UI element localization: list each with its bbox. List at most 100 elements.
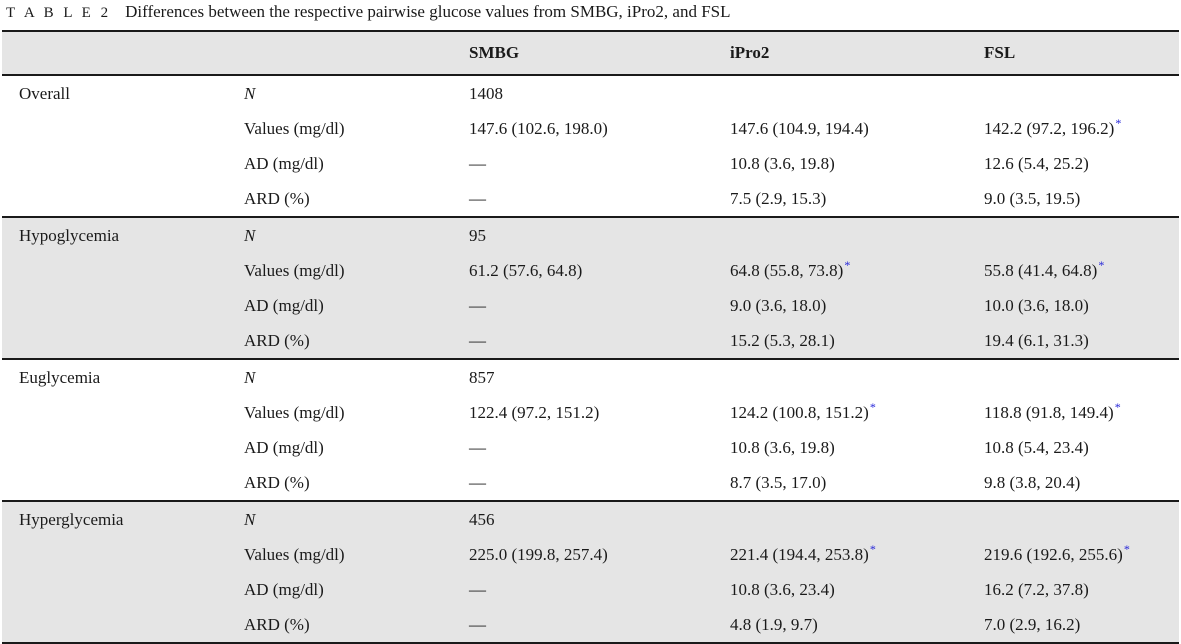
ipro2-value: 64.8 (55.8, 73.8): [730, 260, 844, 280]
metric-cell: Values (mg/dl): [227, 537, 452, 572]
table-row: AD (mg/dl) — 10.8 (3.6, 23.4) 16.2 (7.2, 37…: [2, 572, 1179, 607]
metric-cell: AD (mg/dl): [244, 153, 324, 173]
smbg-cell: —: [469, 153, 486, 173]
table-group: Hypoglycemia N 95 Values (mg/dl) 61.2 (57.6,…: [2, 217, 1179, 359]
ipro2-value: 10.8 (3.6, 19.8): [730, 437, 835, 457]
fsl-cell: [967, 359, 1179, 395]
fsl-cell: 7.0 (2.9, 16.2): [967, 607, 1179, 642]
significance-marker: *: [1114, 399, 1121, 414]
header-cell-smbg: SMBG: [452, 32, 713, 75]
group-name-cell: [2, 288, 227, 323]
table-row: AD (mg/dl) — 10.8 (3.6, 19.8) 10.8 (5.4, 23…: [2, 430, 1179, 465]
significance-marker: *: [869, 541, 876, 556]
metric-cell: Values (mg/dl): [244, 402, 345, 422]
metric-cell: N: [227, 217, 452, 253]
glucose-differences-table: SMBG iPro2 FSL Overall N 1408 Values (mg/dl…: [2, 32, 1179, 642]
fsl-cell: 9.8 (3.8, 20.4): [967, 465, 1179, 501]
metric-cell: N: [244, 83, 256, 103]
ipro2-value: 15.2 (5.3, 28.1): [730, 330, 835, 350]
table-row: AD (mg/dl) — 9.0 (3.6, 18.0) 10.0 (3.6, 18.…: [2, 288, 1179, 323]
table-row: Hypoglycemia N 95: [2, 217, 1179, 253]
table-row: ARD (%) — 15.2 (5.3, 28.1) 19.4 (6.1, 31.3): [2, 323, 1179, 359]
table-caption: T A B L E 2 Differences between the respe…: [0, 0, 1181, 30]
ipro2-cell: 9.0 (3.6, 18.0): [713, 288, 967, 323]
group-name-cell: [2, 323, 227, 359]
ipro2-cell: 7.5 (2.9, 15.3): [713, 181, 967, 217]
group-name-cell: Hyperglycemia: [2, 501, 227, 537]
group-name-cell: [2, 253, 227, 288]
table-group: Euglycemia N 857 Values (mg/dl) 122.4 (97.2,…: [2, 359, 1179, 501]
metric-cell: AD (mg/dl): [244, 437, 324, 457]
metric-cell: N: [244, 367, 256, 387]
ipro2-cell: 10.8 (3.6, 23.4): [713, 572, 967, 607]
table-header: SMBG iPro2 FSL: [2, 32, 1179, 75]
significance-marker: *: [1123, 541, 1130, 556]
header-row: SMBG iPro2 FSL: [2, 32, 1179, 75]
fsl-value: 219.6 (192.6, 255.6): [984, 544, 1123, 564]
smbg-cell: 225.0 (199.8, 257.4): [452, 537, 713, 572]
table-row: ARD (%) — 8.7 (3.5, 17.0) 9.8 (3.8, 20.4): [2, 465, 1179, 501]
table-row: Values (mg/dl) 122.4 (97.2, 151.2) 124.2 (…: [2, 395, 1179, 430]
metric-cell: ARD (%): [227, 323, 452, 359]
fsl-value: 10.8 (5.4, 23.4): [984, 437, 1089, 457]
ipro2-value: 8.7 (3.5, 17.0): [730, 472, 827, 492]
metric-cell: Values (mg/dl): [227, 253, 452, 288]
fsl-cell: 16.2 (7.2, 37.8): [967, 572, 1179, 607]
ipro2-cell: 8.7 (3.5, 17.0): [713, 465, 967, 501]
smbg-cell: —: [469, 188, 486, 208]
significance-marker: *: [1115, 115, 1122, 130]
fsl-cell: [967, 75, 1179, 111]
fsl-value: 55.8 (41.4, 64.8): [984, 260, 1098, 280]
header-cell-ipro2: iPro2: [713, 32, 967, 75]
metric-cell: Values (mg/dl): [244, 118, 345, 138]
fsl-value: 10.0 (3.6, 18.0): [984, 295, 1089, 315]
ipro2-cell: [713, 217, 967, 253]
table-row: AD (mg/dl) — 10.8 (3.6, 19.8) 12.6 (5.4, 25…: [2, 146, 1179, 181]
ipro2-cell: 15.2 (5.3, 28.1): [713, 323, 967, 359]
group-name-cell: [2, 395, 227, 430]
fsl-cell: [967, 217, 1179, 253]
fsl-cell: 55.8 (41.4, 64.8)*: [967, 253, 1179, 288]
group-name-cell: [2, 430, 227, 465]
fsl-value: 9.8 (3.8, 20.4): [984, 472, 1081, 492]
smbg-cell: —: [452, 572, 713, 607]
ipro2-cell: 64.8 (55.8, 73.8)*: [713, 253, 967, 288]
ipro2-cell: 10.8 (3.6, 19.8): [713, 430, 967, 465]
group-name-cell: [2, 465, 227, 501]
smbg-cell: 147.6 (102.6, 198.0): [469, 118, 608, 138]
ipro2-cell: 147.6 (104.9, 194.4): [713, 111, 967, 146]
metric-cell: ARD (%): [244, 188, 310, 208]
smbg-cell: 1408: [469, 83, 503, 103]
fsl-value: 16.2 (7.2, 37.8): [984, 579, 1089, 599]
fsl-value: 12.6 (5.4, 25.2): [984, 153, 1089, 173]
table-row: Overall N 1408: [2, 75, 1179, 111]
significance-marker: *: [1098, 257, 1105, 272]
ipro2-value: 147.6 (104.9, 194.4): [730, 118, 869, 138]
smbg-cell: 456: [452, 501, 713, 537]
smbg-cell: —: [469, 472, 486, 492]
fsl-value: 19.4 (6.1, 31.3): [984, 330, 1089, 350]
metric-cell: N: [227, 501, 452, 537]
ipro2-cell: [713, 501, 967, 537]
smbg-cell: 95: [452, 217, 713, 253]
table-row: ARD (%) — 7.5 (2.9, 15.3) 9.0 (3.5, 19.5): [2, 181, 1179, 217]
group-name-cell: [2, 607, 227, 642]
smbg-cell: —: [452, 288, 713, 323]
smbg-cell: —: [452, 323, 713, 359]
table-row: Values (mg/dl) 61.2 (57.6, 64.8) 64.8 (55.…: [2, 253, 1179, 288]
group-name-cell: [2, 146, 227, 181]
fsl-cell: 10.8 (5.4, 23.4): [967, 430, 1179, 465]
fsl-cell: 142.2 (97.2, 196.2)*: [967, 111, 1179, 146]
table-title: Differences between the respective pairw…: [125, 2, 731, 21]
ipro2-value: 4.8 (1.9, 9.7): [730, 614, 818, 634]
fsl-cell: 19.4 (6.1, 31.3): [967, 323, 1179, 359]
ipro2-value: 10.8 (3.6, 19.8): [730, 153, 835, 173]
metric-cell: AD (mg/dl): [227, 572, 452, 607]
ipro2-cell: 4.8 (1.9, 9.7): [713, 607, 967, 642]
fsl-cell: 118.8 (91.8, 149.4)*: [967, 395, 1179, 430]
group-name-cell: [2, 111, 227, 146]
group-name-cell: [2, 572, 227, 607]
group-name-cell: [2, 537, 227, 572]
significance-marker: *: [844, 257, 851, 272]
table-row: Values (mg/dl) 225.0 (199.8, 257.4) 221.4 …: [2, 537, 1179, 572]
